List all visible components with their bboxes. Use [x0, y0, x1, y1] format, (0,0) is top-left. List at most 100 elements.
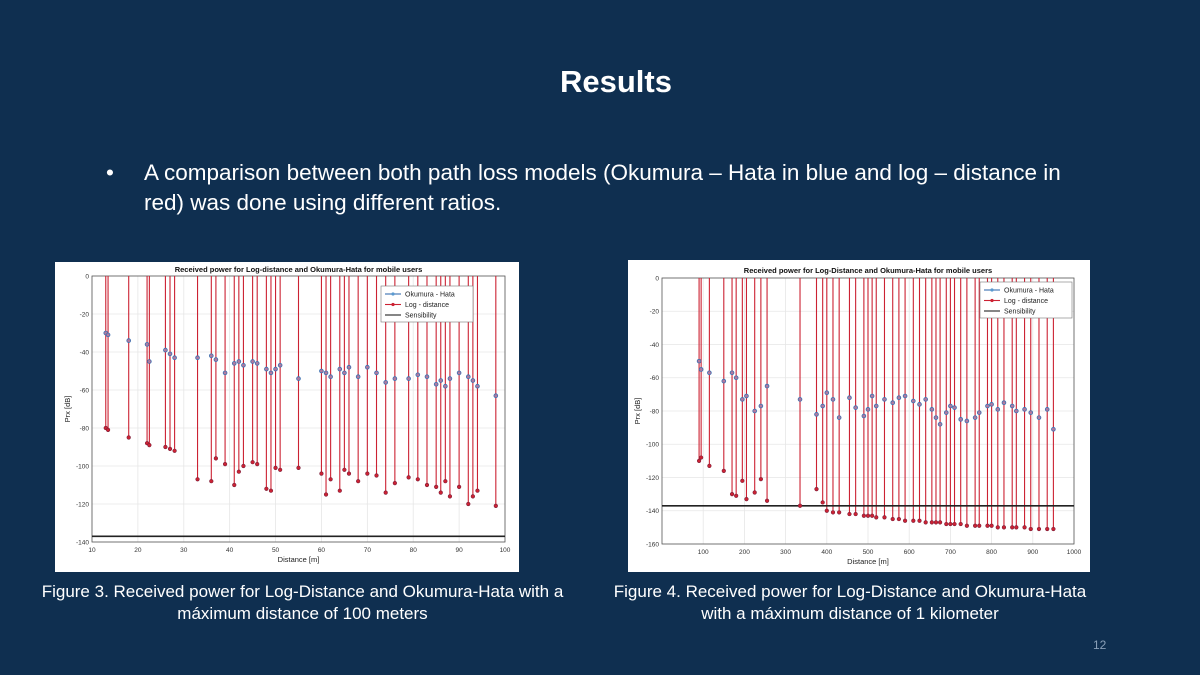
- okumura-hata-point: [241, 363, 246, 368]
- log-distance-point: [1045, 526, 1050, 532]
- okumura-hata-point: [126, 338, 132, 343]
- okumura-hata-point: [465, 374, 471, 379]
- legend-swatch-marker: [391, 292, 395, 296]
- log-distance-point: [278, 467, 283, 472]
- y-axis-label: Prx [dB]: [633, 398, 642, 425]
- okumura-hata-point: [264, 366, 269, 372]
- log-distance-point: [213, 456, 218, 461]
- log-distance-point: [1051, 526, 1056, 532]
- log-distance-point: [342, 467, 347, 472]
- x-tick-label: 20: [134, 547, 142, 554]
- okumura-hata-point: [740, 397, 745, 402]
- log-distance-point: [457, 484, 462, 489]
- log-distance-point: [744, 497, 749, 502]
- okumura-hata-point: [964, 418, 970, 424]
- log-distance-point: [443, 479, 448, 484]
- x-tick-label: 70: [364, 547, 372, 554]
- log-distance-point: [323, 492, 329, 497]
- okumura-hata-point: [847, 395, 852, 401]
- log-distance-point: [865, 513, 871, 518]
- log-distance-point: [797, 503, 803, 508]
- log-distance-point: [147, 443, 152, 448]
- okumura-hata-point: [222, 370, 228, 376]
- y-tick-label: -120: [76, 501, 89, 508]
- okumura-hata-point: [933, 415, 939, 420]
- y-tick-label: -60: [80, 387, 90, 394]
- y-tick-label: -60: [650, 375, 660, 382]
- log-distance-point: [163, 444, 168, 450]
- y-tick-label: -140: [76, 539, 89, 546]
- log-distance-point: [296, 465, 301, 470]
- y-tick-label: -80: [650, 408, 660, 415]
- x-tick-label: 200: [739, 549, 750, 556]
- okumura-hata-point: [836, 415, 842, 420]
- log-distance-point: [861, 513, 866, 518]
- okumura-hata-point: [764, 383, 770, 389]
- log-distance-point: [699, 455, 704, 460]
- y-tick-label: -40: [80, 349, 90, 356]
- log-distance-point: [820, 500, 825, 505]
- x-tick-label: 80: [410, 547, 418, 554]
- log-distance-point: [209, 479, 214, 484]
- okumura-hata-point: [995, 407, 1001, 412]
- bullet-symbol: •: [106, 160, 114, 185]
- okumura-hata-point: [929, 407, 935, 412]
- x-tick-label: 40: [226, 547, 234, 554]
- okumura-hata-point: [1009, 403, 1015, 409]
- okumura-hata-point: [869, 393, 875, 399]
- y-tick-label: -100: [646, 442, 659, 449]
- okumura-hata-point: [342, 370, 347, 376]
- okumura-hata-point: [830, 397, 836, 402]
- log-distance-point: [374, 473, 379, 478]
- okumura-hata-point: [923, 397, 928, 402]
- log-distance-point: [1036, 526, 1042, 532]
- okumura-hata-point: [989, 402, 994, 407]
- log-distance-point: [989, 523, 994, 528]
- log-distance-point: [752, 490, 757, 495]
- okumura-hata-point: [392, 376, 398, 381]
- okumura-hata-point: [105, 332, 111, 338]
- okumura-hata-point: [985, 403, 990, 409]
- okumura-hata-point: [383, 380, 388, 385]
- okumura-hata-point: [167, 351, 173, 357]
- log-distance-point: [948, 521, 953, 527]
- chart-3-svg: 10 20 30 40 50 60 70 80 90 100 0 -20 -40 -60 -80 -100 -1…: [63, 265, 511, 564]
- log-distance-point: [721, 468, 726, 473]
- y-tick-label: -160: [646, 541, 659, 548]
- okumura-hata-point: [374, 370, 379, 376]
- okumura-hata-point: [707, 370, 712, 376]
- x-tick-label: 90: [455, 547, 463, 554]
- log-distance-point: [1022, 525, 1027, 530]
- okumura-hata-point: [493, 393, 499, 399]
- log-distance-point: [392, 481, 397, 486]
- okumura-hata-point: [337, 366, 343, 372]
- chart-4-svg: 100 200 300 400 500 600 700 800 900 1000 0 -20 -40 -6…: [633, 266, 1082, 566]
- okumura-hata-point: [729, 370, 735, 376]
- okumura-hata-point: [917, 402, 922, 407]
- x-tick-label: 300: [780, 549, 791, 556]
- okumura-hata-point: [296, 376, 301, 381]
- log-distance-point: [167, 446, 173, 451]
- log-distance-point: [911, 518, 916, 523]
- okumura-hata-point: [475, 383, 480, 389]
- log-distance-point: [734, 493, 739, 498]
- legend-entry: Okumura - Hata: [405, 291, 455, 298]
- log-distance-point: [923, 520, 928, 525]
- okumura-hata-point: [882, 397, 887, 402]
- figure-4-caption: Figure 4. Received power for Log-Distanc…: [613, 582, 1087, 623]
- log-distance-point: [250, 460, 255, 465]
- log-distance-point: [337, 488, 342, 493]
- okumura-hata-point: [273, 366, 278, 372]
- okumura-hata-point: [319, 368, 324, 374]
- legend-swatch-marker: [391, 302, 395, 307]
- log-distance-point: [973, 523, 978, 528]
- okumura-hata-point: [1022, 407, 1027, 412]
- okumura-hata-point: [696, 358, 702, 364]
- log-distance-point: [415, 477, 420, 482]
- log-distance-point: [255, 462, 260, 467]
- x-tick-label: 600: [904, 549, 915, 556]
- log-distance-point: [236, 469, 241, 474]
- log-distance-point: [758, 477, 763, 482]
- okumura-hata-point: [937, 422, 943, 427]
- log-distance-point: [964, 523, 969, 528]
